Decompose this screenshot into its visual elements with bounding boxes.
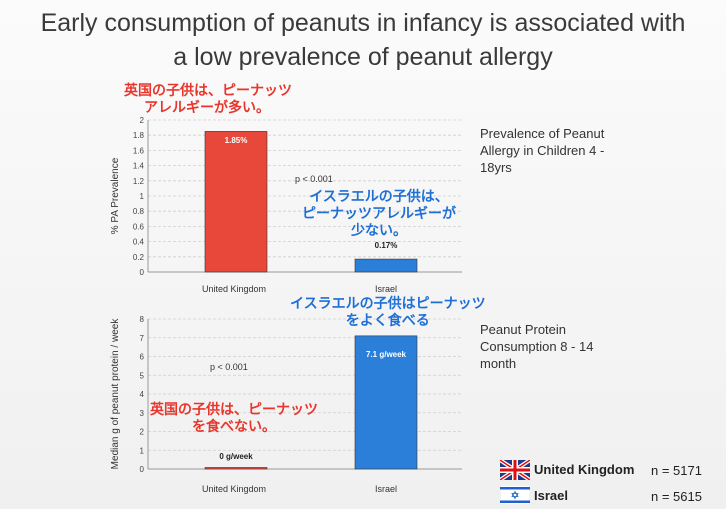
legend-israel-n: n = 5615 — [651, 489, 702, 504]
jp-note-line: ピーナッツアレルギーが — [302, 206, 456, 223]
jp-note-line: アレルギーが多い。 — [124, 100, 292, 117]
chart1-side-note: Prevalence of Peanut Allergy in Children… — [480, 125, 604, 176]
chart1-data-label: 1.85% — [225, 136, 248, 145]
chart1-tick-label: 1.4 — [133, 162, 145, 171]
chart1-side-note-line: Prevalence of Peanut — [480, 125, 604, 142]
chart1-bar — [205, 131, 267, 272]
chart1-tick-label: 1.2 — [133, 177, 145, 186]
jp-note-line: 英国の子供は、ピーナッツ — [150, 402, 318, 419]
chart1-side-note-line: Allergy in Children 4 - — [480, 142, 604, 159]
chart2-category-label: Israel — [375, 484, 397, 494]
jp-note-line: を食べない。 — [150, 419, 318, 436]
chart2-side-note: Peanut Protein Consumption 8 - 14 month — [480, 321, 593, 372]
chart1-bar — [355, 259, 417, 272]
chart1-p-value: p < 0.001 — [295, 174, 333, 184]
uk-flag-icon — [500, 460, 530, 480]
chart1-tick-label: 2 — [140, 116, 145, 125]
jp-note-line: 英国の子供は、ピーナッツ — [124, 83, 292, 100]
chart2-y-axis-title: Median g of peanut protein / week — [110, 318, 121, 470]
chart1-tick-label: 0.6 — [133, 222, 145, 231]
legend-uk-n: n = 5171 — [651, 463, 702, 478]
legend-uk-label: United Kingdom — [534, 462, 634, 477]
legend-israel-label: Israel — [534, 488, 568, 503]
chart2-tick-label: 6 — [140, 353, 145, 362]
jp-note-line: イスラエルの子供はピーナッツ — [290, 296, 486, 313]
chart2-side-note-line: Peanut Protein — [480, 321, 593, 338]
jp-note-line: 少ない。 — [302, 223, 456, 240]
jp-note-israel-bottom: イスラエルの子供はピーナッツ をよく食べる — [290, 296, 486, 330]
chart1-tick-label: 1.6 — [133, 146, 145, 155]
israel-flag-icon — [500, 485, 530, 505]
chart1-tick-label: 0.2 — [133, 253, 145, 262]
chart2-tick-label: 8 — [140, 315, 145, 324]
jp-note-line: をよく食べる — [290, 313, 486, 330]
chart2-data-label: 0 g/week — [219, 452, 253, 461]
chart2-tick-label: 2 — [140, 428, 145, 437]
jp-note-line: イスラエルの子供は、 — [302, 189, 456, 206]
chart1-data-label: 0.17% — [375, 241, 398, 250]
chart1-category-label: Israel — [375, 284, 397, 294]
chart2-tick-label: 7 — [140, 334, 145, 343]
jp-note-israel-top: イスラエルの子供は、 ピーナッツアレルギーが 少ない。 — [302, 189, 456, 240]
chart1-tick-label: 1 — [140, 192, 145, 201]
jp-note-uk-top: 英国の子供は、ピーナッツ アレルギーが多い。 — [124, 83, 292, 117]
chart2-tick-label: 3 — [140, 409, 145, 418]
chart1-y-axis-title: % PA Prevalence — [110, 157, 121, 234]
chart1-tick-label: 0 — [140, 268, 145, 277]
chart2-tick-label: 4 — [140, 390, 145, 399]
chart2-side-note-line: month — [480, 355, 593, 372]
chart1-tick-label: 0.4 — [133, 238, 145, 247]
chart1-category-label: United Kingdom — [202, 284, 266, 294]
chart2-tick-label: 0 — [140, 465, 145, 474]
chart1-tick-label: 1.8 — [133, 131, 145, 140]
chart1-side-note-line: 18yrs — [480, 159, 604, 176]
chart2-tick-label: 1 — [140, 446, 145, 455]
chart2-data-label: 7.1 g/week — [366, 350, 407, 359]
jp-note-uk-bottom: 英国の子供は、ピーナッツ を食べない。 — [150, 402, 318, 436]
chart2-category-label: United Kingdom — [202, 484, 266, 494]
chart1-tick-label: 0.8 — [133, 207, 145, 216]
chart2-bar — [205, 468, 267, 470]
chart2-side-note-line: Consumption 8 - 14 — [480, 338, 593, 355]
chart2-p-value: p < 0.001 — [210, 362, 248, 372]
chart2-tick-label: 5 — [140, 371, 145, 380]
